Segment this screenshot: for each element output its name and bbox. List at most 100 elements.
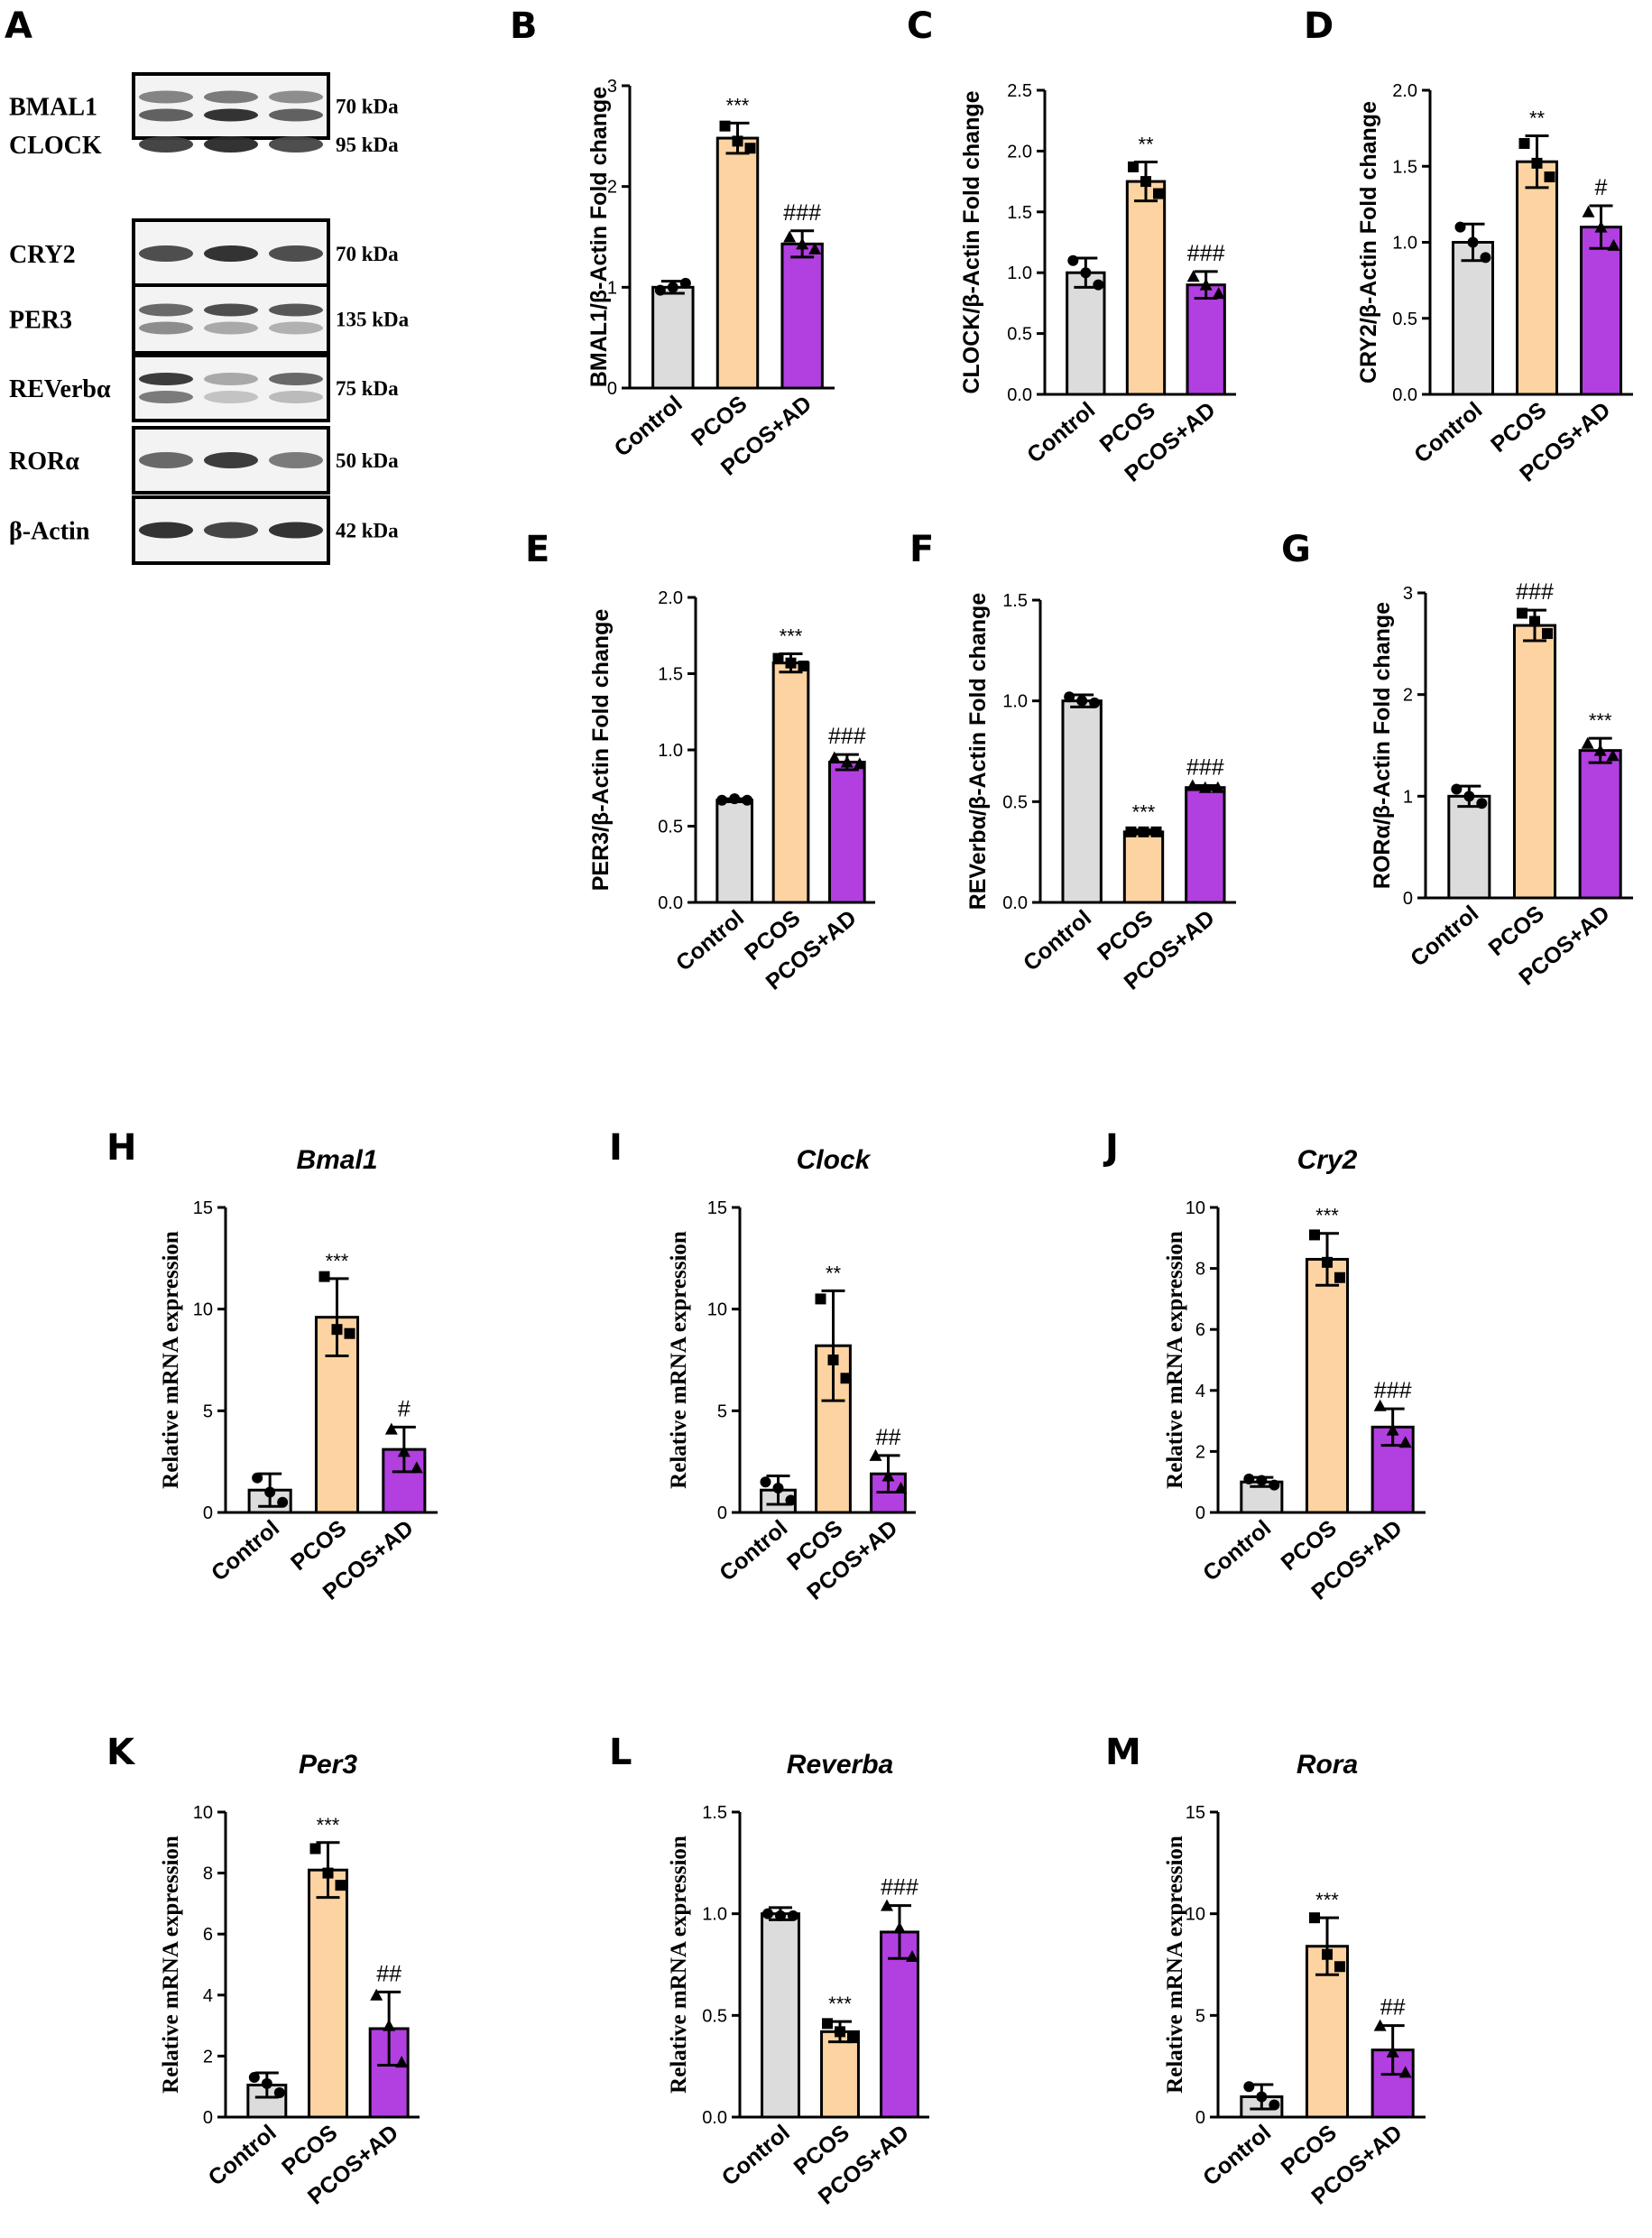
y-tick-label: 2: [607, 178, 617, 198]
data-point-triangle: [853, 757, 866, 770]
data-point-square: [719, 120, 731, 132]
data-point-circle: [1256, 2091, 1268, 2103]
bar-control: [1447, 794, 1491, 900]
panel-letter-e: E: [525, 529, 549, 570]
data-point-circle: [1256, 1475, 1268, 1486]
bar-control: [1451, 241, 1495, 396]
data-point-square: [1150, 826, 1162, 837]
blot-band: [269, 321, 323, 335]
blot-band: [269, 373, 323, 385]
y-tick-label: 0.0: [702, 2108, 727, 2128]
data-point-circle: [716, 794, 728, 806]
x-category-label: Control: [204, 2120, 281, 2191]
data-point-circle: [1093, 279, 1104, 291]
blot-kda-label: 95 kDa: [336, 134, 399, 156]
blot-row-rorα: RORα 50 kDa: [9, 426, 399, 495]
bar-pcos-ad: [368, 2027, 410, 2119]
blot-band: [204, 136, 258, 153]
bar-pcos-ad: [1185, 786, 1226, 904]
data-point-circle: [679, 277, 691, 289]
data-point-square: [309, 1843, 321, 1854]
data-point-square: [1334, 1272, 1345, 1283]
bar-control: [1066, 271, 1106, 396]
bar-pcos: [1515, 160, 1559, 396]
data-point-square: [815, 1293, 826, 1305]
x-category-label: Control: [610, 391, 688, 462]
chart-panel-k: K Per3 0 2 4 6 8 10 Relative mRNA expression Cont…: [106, 1732, 420, 2210]
y-tick-label: 1.0: [658, 741, 683, 761]
x-category-label: Control: [715, 1515, 792, 1586]
data-point-circle: [261, 2077, 272, 2089]
blot-band: [204, 321, 258, 335]
y-tick-label: 8: [203, 1864, 213, 1884]
blot-band: [139, 90, 193, 104]
y-axis-label: CLOCK/β-Actin Fold change: [959, 90, 984, 393]
panel-letter-l: L: [609, 1732, 632, 1773]
bar-control: [1061, 699, 1103, 904]
panel-letter-b: B: [510, 5, 538, 47]
data-point-square: [732, 135, 743, 147]
blot-row-β-actin: β-Actin 42 kDa: [9, 495, 399, 565]
data-point-circle: [1089, 697, 1101, 708]
y-tick-label: 1: [607, 278, 617, 298]
blot-protein-label: PER3: [9, 307, 72, 335]
significance-label: ***: [1315, 1205, 1339, 1227]
bar-pcos-ad: [1579, 226, 1623, 396]
data-point-circle: [1454, 221, 1466, 233]
data-point-square: [331, 1324, 343, 1336]
y-tick-label: 0.0: [1002, 893, 1028, 913]
blot-band: [139, 522, 193, 539]
data-point-triangle: [384, 1422, 398, 1435]
blot-protein-label: RORα: [9, 448, 79, 476]
chart-panel-m: M Rora 0 5 10 15 Relative mRNA expression Contr…: [1105, 1732, 1426, 2210]
y-tick-label: 15: [707, 1198, 727, 1218]
data-point-circle: [654, 284, 666, 296]
blot-protein-label: β-Actin: [9, 518, 90, 546]
significance-label: ***: [326, 1250, 349, 1272]
data-point-triangle: [1211, 781, 1224, 793]
blot-kda-label: 70 kDa: [336, 96, 399, 118]
data-point-square: [1138, 826, 1149, 837]
chart-panel-i: I Clock 0 5 10 15 Relative mRNA expression Cont…: [609, 1127, 916, 1605]
data-point-circle: [742, 794, 753, 806]
data-point-circle: [1064, 691, 1075, 703]
data-point-triangle: [1606, 749, 1620, 762]
y-tick-label: 0.5: [702, 2006, 727, 2026]
panel-letter-i: I: [609, 1127, 623, 1169]
blot-band: [204, 245, 258, 262]
data-point-square: [344, 1327, 355, 1339]
significance-label: #: [1595, 175, 1608, 200]
y-tick-label: 1.5: [1002, 591, 1028, 611]
blot-box: [132, 283, 330, 355]
blot-kda-label: 50 kDa: [336, 449, 399, 472]
data-point-square: [1322, 1256, 1333, 1268]
y-tick-label: 6: [1195, 1320, 1205, 1340]
data-point-triangle: [1199, 278, 1213, 291]
y-tick-label: 0: [203, 1503, 213, 1523]
x-category-label: Control: [1198, 2120, 1276, 2191]
blot-protein-label: CLOCK: [9, 132, 102, 160]
y-tick-label: 0.0: [1392, 385, 1417, 405]
data-point-square: [1309, 1229, 1320, 1241]
x-category-label: Control: [717, 2120, 795, 2191]
blot-row-bmal1: BMAL1 70 kDa: [9, 72, 399, 140]
data-point-circle: [1480, 252, 1491, 264]
x-category-label: Control: [1019, 905, 1096, 976]
blot-kda-label: 42 kDa: [336, 520, 399, 542]
y-tick-label: 0.0: [658, 893, 683, 913]
data-point-square: [1518, 137, 1530, 149]
data-point-triangle: [840, 755, 854, 768]
chart-panel-c: C 0.0 0.5 1.0 1.5 2.0 2.5 CLOCK/β-Actin Fold ch…: [907, 5, 1236, 487]
bar-pcos-ad: [780, 242, 824, 390]
bar-pcos: [308, 1868, 348, 2119]
data-point-triangle: [1373, 2019, 1387, 2031]
data-point-triangle: [1198, 781, 1212, 793]
y-tick-label: 1.5: [702, 1803, 727, 1823]
y-axis-label: PER3/β-Actin Fold change: [588, 609, 614, 892]
data-point-triangle: [383, 2019, 396, 2031]
significance-label: ###: [828, 724, 866, 749]
significance-label: ##: [1380, 1995, 1406, 2021]
data-point-triangle: [894, 1481, 908, 1494]
y-tick-label: 2.0: [658, 588, 683, 608]
